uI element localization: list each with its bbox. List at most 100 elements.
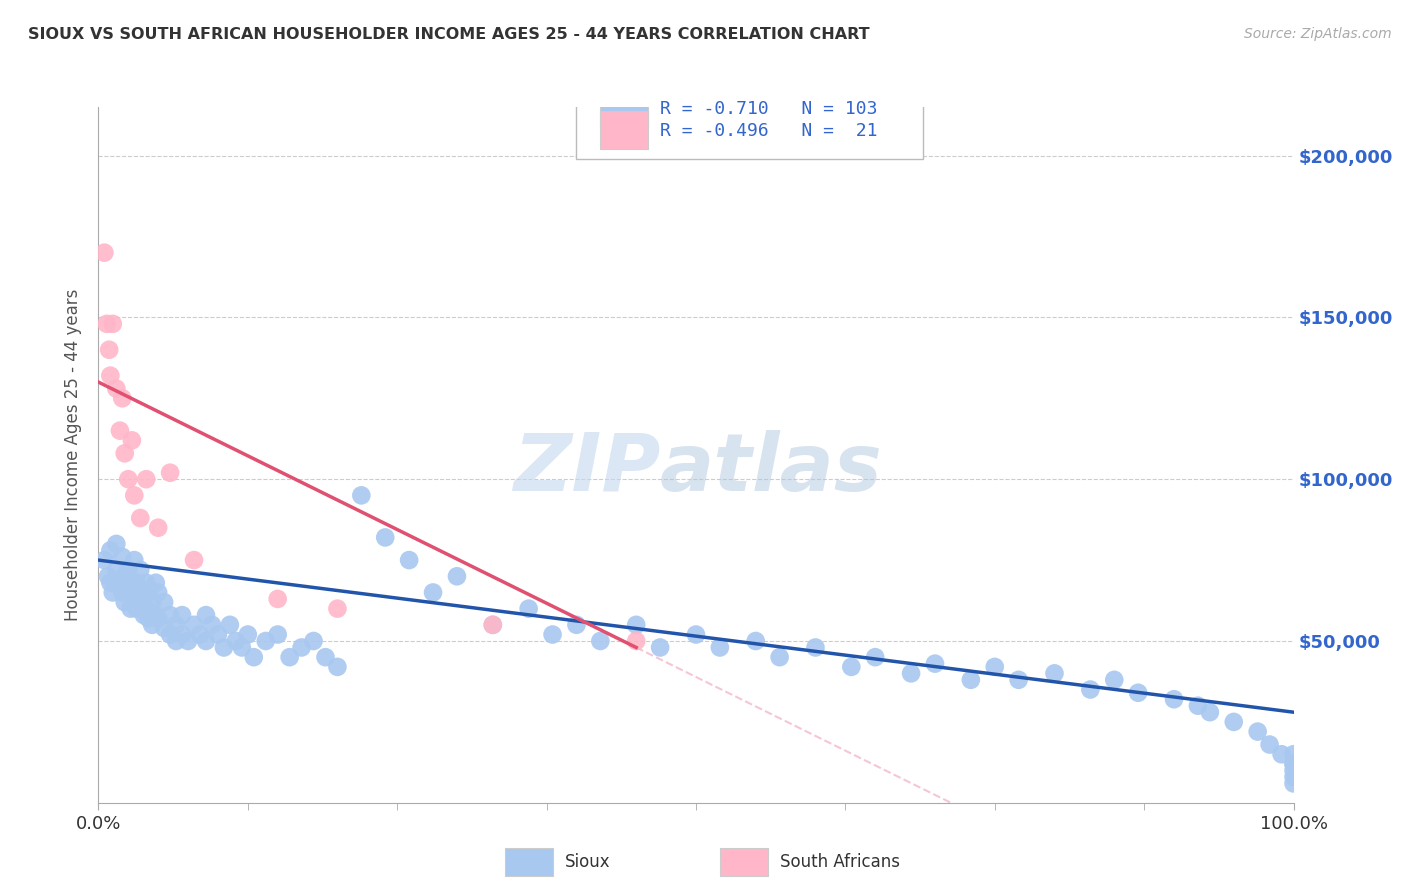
Point <box>541 627 564 641</box>
Point <box>1187 698 1209 713</box>
Point <box>219 617 242 632</box>
Point <box>243 650 266 665</box>
Point <box>1282 747 1305 762</box>
Point <box>1128 686 1150 700</box>
Point <box>141 595 163 609</box>
Point <box>138 611 160 625</box>
Point <box>1282 770 1305 784</box>
Bar <box>720 848 768 876</box>
Point <box>138 585 160 599</box>
Point <box>172 627 194 641</box>
Point <box>93 245 115 260</box>
Point <box>129 591 152 606</box>
Point <box>841 660 863 674</box>
Point <box>626 634 648 648</box>
Point <box>326 660 349 674</box>
Point <box>114 569 136 583</box>
Point <box>101 585 124 599</box>
Point <box>1282 776 1305 790</box>
Point <box>124 553 146 567</box>
Point <box>108 424 131 438</box>
Point <box>98 543 122 558</box>
Point <box>1080 682 1102 697</box>
Point <box>96 317 118 331</box>
Point <box>1198 705 1220 719</box>
Point <box>1102 673 1125 687</box>
Point <box>101 317 124 331</box>
Point <box>93 553 115 567</box>
Text: R = -0.496   N =  21: R = -0.496 N = 21 <box>661 122 877 140</box>
Point <box>1043 666 1066 681</box>
Point <box>924 657 946 671</box>
Point <box>98 343 121 357</box>
Point <box>863 650 887 665</box>
Point <box>159 466 181 480</box>
Point <box>108 575 131 590</box>
Point <box>165 634 187 648</box>
Point <box>517 601 540 615</box>
Point <box>1258 738 1281 752</box>
Point <box>145 575 167 590</box>
Point <box>148 521 170 535</box>
Point <box>114 446 136 460</box>
Point <box>183 553 205 567</box>
Point <box>117 585 139 599</box>
Point <box>267 591 290 606</box>
Point <box>1246 724 1268 739</box>
Point <box>145 608 167 623</box>
Point <box>565 617 588 632</box>
Point <box>111 549 134 564</box>
Point <box>114 595 136 609</box>
Point <box>120 601 142 615</box>
Point <box>105 537 128 551</box>
Point <box>165 617 187 632</box>
Point <box>148 611 170 625</box>
Point <box>984 660 1007 674</box>
Point <box>194 608 218 623</box>
Text: SIOUX VS SOUTH AFRICAN HOUSEHOLDER INCOME AGES 25 - 44 YEARS CORRELATION CHART: SIOUX VS SOUTH AFRICAN HOUSEHOLDER INCOM… <box>28 27 870 42</box>
Point <box>626 617 648 632</box>
Point <box>302 634 325 648</box>
Point <box>231 640 253 655</box>
Bar <box>505 848 553 876</box>
Point <box>120 575 142 590</box>
Point <box>374 531 396 545</box>
Point <box>188 627 211 641</box>
Point <box>326 601 349 615</box>
Point <box>153 595 176 609</box>
Point <box>1282 756 1305 771</box>
Point <box>97 569 120 583</box>
Point <box>135 472 157 486</box>
Point <box>129 563 152 577</box>
Point <box>1222 714 1246 729</box>
Point <box>177 634 200 648</box>
Point <box>105 382 128 396</box>
Point <box>1271 747 1294 762</box>
Point <box>207 627 229 641</box>
Point <box>315 650 337 665</box>
Point <box>183 617 205 632</box>
Point <box>267 627 290 641</box>
Point <box>132 608 155 623</box>
Point <box>648 640 672 655</box>
Point <box>111 585 134 599</box>
Text: R = -0.710   N = 103: R = -0.710 N = 103 <box>661 100 877 118</box>
Point <box>446 569 468 583</box>
Point <box>422 585 444 599</box>
Point <box>959 673 981 687</box>
Point <box>804 640 827 655</box>
Point <box>117 472 139 486</box>
Point <box>481 617 505 632</box>
Point <box>254 634 277 648</box>
Point <box>225 634 247 648</box>
Point <box>117 563 139 577</box>
Point <box>291 640 314 655</box>
Text: Sioux: Sioux <box>565 853 610 871</box>
Point <box>589 634 612 648</box>
Point <box>212 640 235 655</box>
Point <box>1282 764 1305 778</box>
Point <box>398 553 420 567</box>
Point <box>194 634 218 648</box>
Text: atlas: atlas <box>661 430 883 508</box>
Point <box>172 608 194 623</box>
